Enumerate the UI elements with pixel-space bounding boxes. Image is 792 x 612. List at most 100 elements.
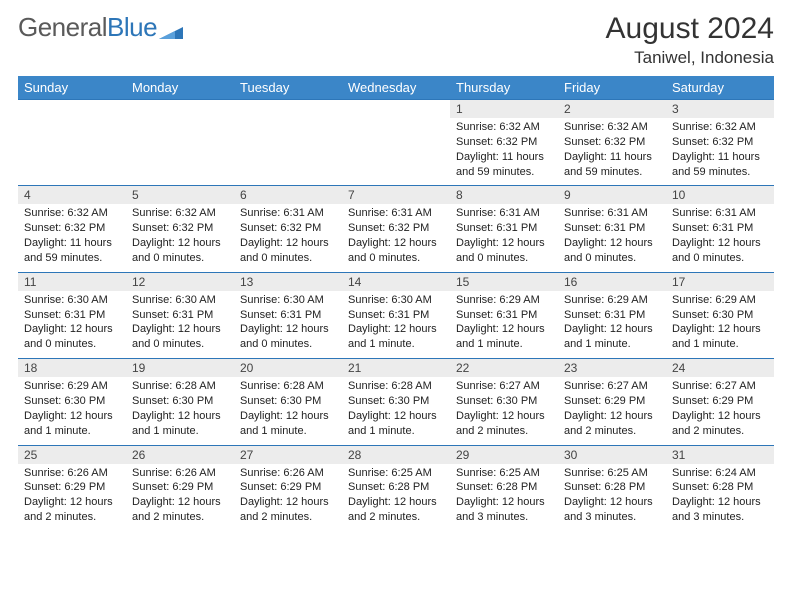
day-detail-cell: Sunrise: 6:27 AMSunset: 6:29 PMDaylight:…: [558, 377, 666, 445]
sunset-text: Sunset: 6:29 PM: [672, 394, 768, 409]
logo-icon: [159, 21, 183, 39]
day-detail-cell: Sunrise: 6:28 AMSunset: 6:30 PMDaylight:…: [234, 377, 342, 445]
sunrise-text: Sunrise: 6:29 AM: [456, 293, 552, 308]
day-detail-cell: Sunrise: 6:32 AMSunset: 6:32 PMDaylight:…: [450, 118, 558, 186]
day-number-cell: 15: [450, 272, 558, 291]
daylight-text: Daylight: 12 hours and 0 minutes.: [132, 322, 228, 352]
sunset-text: Sunset: 6:29 PM: [132, 480, 228, 495]
day-detail-cell: Sunrise: 6:30 AMSunset: 6:31 PMDaylight:…: [126, 291, 234, 359]
day-detail-cell: Sunrise: 6:31 AMSunset: 6:31 PMDaylight:…: [450, 204, 558, 272]
day-detail-cell: Sunrise: 6:31 AMSunset: 6:31 PMDaylight:…: [558, 204, 666, 272]
day-detail-row: Sunrise: 6:29 AMSunset: 6:30 PMDaylight:…: [18, 377, 774, 445]
sunrise-text: Sunrise: 6:24 AM: [672, 466, 768, 481]
month-title: August 2024: [606, 12, 774, 46]
day-number-cell: [342, 100, 450, 119]
sunrise-text: Sunrise: 6:31 AM: [348, 206, 444, 221]
day-number-cell: 23: [558, 359, 666, 378]
sunset-text: Sunset: 6:31 PM: [564, 308, 660, 323]
day-number-cell: [126, 100, 234, 119]
sunset-text: Sunset: 6:31 PM: [456, 308, 552, 323]
day-detail-row: Sunrise: 6:30 AMSunset: 6:31 PMDaylight:…: [18, 291, 774, 359]
sunset-text: Sunset: 6:32 PM: [456, 135, 552, 150]
daylight-text: Daylight: 12 hours and 0 minutes.: [348, 236, 444, 266]
day-detail-cell: Sunrise: 6:28 AMSunset: 6:30 PMDaylight:…: [126, 377, 234, 445]
daylight-text: Daylight: 12 hours and 1 minute.: [564, 322, 660, 352]
sunrise-text: Sunrise: 6:31 AM: [240, 206, 336, 221]
day-number-cell: 5: [126, 186, 234, 205]
sunset-text: Sunset: 6:32 PM: [240, 221, 336, 236]
sunset-text: Sunset: 6:32 PM: [348, 221, 444, 236]
daylight-text: Daylight: 11 hours and 59 minutes.: [672, 150, 768, 180]
day-detail-cell: [18, 118, 126, 186]
day-detail-cell: Sunrise: 6:25 AMSunset: 6:28 PMDaylight:…: [342, 464, 450, 531]
sunrise-text: Sunrise: 6:26 AM: [24, 466, 120, 481]
day-number-cell: 28: [342, 445, 450, 464]
sunset-text: Sunset: 6:32 PM: [672, 135, 768, 150]
day-detail-cell: Sunrise: 6:32 AMSunset: 6:32 PMDaylight:…: [18, 204, 126, 272]
day-detail-cell: Sunrise: 6:28 AMSunset: 6:30 PMDaylight:…: [342, 377, 450, 445]
day-number-cell: 16: [558, 272, 666, 291]
sunset-text: Sunset: 6:28 PM: [456, 480, 552, 495]
daylight-text: Daylight: 12 hours and 3 minutes.: [672, 495, 768, 525]
day-detail-cell: Sunrise: 6:29 AMSunset: 6:30 PMDaylight:…: [666, 291, 774, 359]
day-number-cell: 20: [234, 359, 342, 378]
daylight-text: Daylight: 12 hours and 1 minute.: [348, 409, 444, 439]
day-number-cell: 13: [234, 272, 342, 291]
day-number-cell: 3: [666, 100, 774, 119]
sunrise-text: Sunrise: 6:32 AM: [24, 206, 120, 221]
day-detail-cell: Sunrise: 6:27 AMSunset: 6:29 PMDaylight:…: [666, 377, 774, 445]
sunset-text: Sunset: 6:30 PM: [132, 394, 228, 409]
day-detail-cell: Sunrise: 6:30 AMSunset: 6:31 PMDaylight:…: [18, 291, 126, 359]
day-detail-cell: Sunrise: 6:24 AMSunset: 6:28 PMDaylight:…: [666, 464, 774, 531]
daylight-text: Daylight: 12 hours and 1 minute.: [456, 322, 552, 352]
day-detail-cell: Sunrise: 6:29 AMSunset: 6:31 PMDaylight:…: [450, 291, 558, 359]
day-number-row: 45678910: [18, 186, 774, 205]
day-number-cell: 10: [666, 186, 774, 205]
sunrise-text: Sunrise: 6:26 AM: [132, 466, 228, 481]
day-number-cell: 9: [558, 186, 666, 205]
daylight-text: Daylight: 12 hours and 2 minutes.: [240, 495, 336, 525]
day-number-cell: 26: [126, 445, 234, 464]
day-detail-cell: Sunrise: 6:32 AMSunset: 6:32 PMDaylight:…: [558, 118, 666, 186]
sunrise-text: Sunrise: 6:32 AM: [132, 206, 228, 221]
day-detail-cell: Sunrise: 6:25 AMSunset: 6:28 PMDaylight:…: [558, 464, 666, 531]
sunset-text: Sunset: 6:29 PM: [240, 480, 336, 495]
sunset-text: Sunset: 6:31 PM: [240, 308, 336, 323]
day-number-row: 11121314151617: [18, 272, 774, 291]
daylight-text: Daylight: 12 hours and 0 minutes.: [24, 322, 120, 352]
day-detail-cell: Sunrise: 6:30 AMSunset: 6:31 PMDaylight:…: [342, 291, 450, 359]
day-number-cell: 7: [342, 186, 450, 205]
daylight-text: Daylight: 11 hours and 59 minutes.: [564, 150, 660, 180]
sunrise-text: Sunrise: 6:30 AM: [240, 293, 336, 308]
day-detail-cell: [234, 118, 342, 186]
sunrise-text: Sunrise: 6:31 AM: [672, 206, 768, 221]
day-number-cell: 14: [342, 272, 450, 291]
day-number-cell: 24: [666, 359, 774, 378]
sunset-text: Sunset: 6:28 PM: [672, 480, 768, 495]
daylight-text: Daylight: 12 hours and 1 minute.: [132, 409, 228, 439]
day-detail-cell: [126, 118, 234, 186]
weekday-header: Friday: [558, 76, 666, 100]
day-number-cell: 12: [126, 272, 234, 291]
daylight-text: Daylight: 12 hours and 2 minutes.: [672, 409, 768, 439]
daylight-text: Daylight: 12 hours and 2 minutes.: [348, 495, 444, 525]
sunset-text: Sunset: 6:30 PM: [240, 394, 336, 409]
sunset-text: Sunset: 6:31 PM: [132, 308, 228, 323]
sunrise-text: Sunrise: 6:29 AM: [672, 293, 768, 308]
day-number-cell: 2: [558, 100, 666, 119]
daylight-text: Daylight: 12 hours and 0 minutes.: [132, 236, 228, 266]
day-detail-cell: Sunrise: 6:29 AMSunset: 6:31 PMDaylight:…: [558, 291, 666, 359]
daylight-text: Daylight: 12 hours and 0 minutes.: [240, 236, 336, 266]
day-number-cell: 21: [342, 359, 450, 378]
daylight-text: Daylight: 12 hours and 1 minute.: [24, 409, 120, 439]
day-number-cell: 31: [666, 445, 774, 464]
day-number-cell: 29: [450, 445, 558, 464]
daylight-text: Daylight: 12 hours and 1 minute.: [348, 322, 444, 352]
sunrise-text: Sunrise: 6:26 AM: [240, 466, 336, 481]
day-detail-cell: Sunrise: 6:30 AMSunset: 6:31 PMDaylight:…: [234, 291, 342, 359]
weekday-header: Thursday: [450, 76, 558, 100]
day-number-cell: 1: [450, 100, 558, 119]
title-block: August 2024 Taniwel, Indonesia: [606, 12, 774, 68]
day-number-cell: [234, 100, 342, 119]
sunrise-text: Sunrise: 6:25 AM: [456, 466, 552, 481]
